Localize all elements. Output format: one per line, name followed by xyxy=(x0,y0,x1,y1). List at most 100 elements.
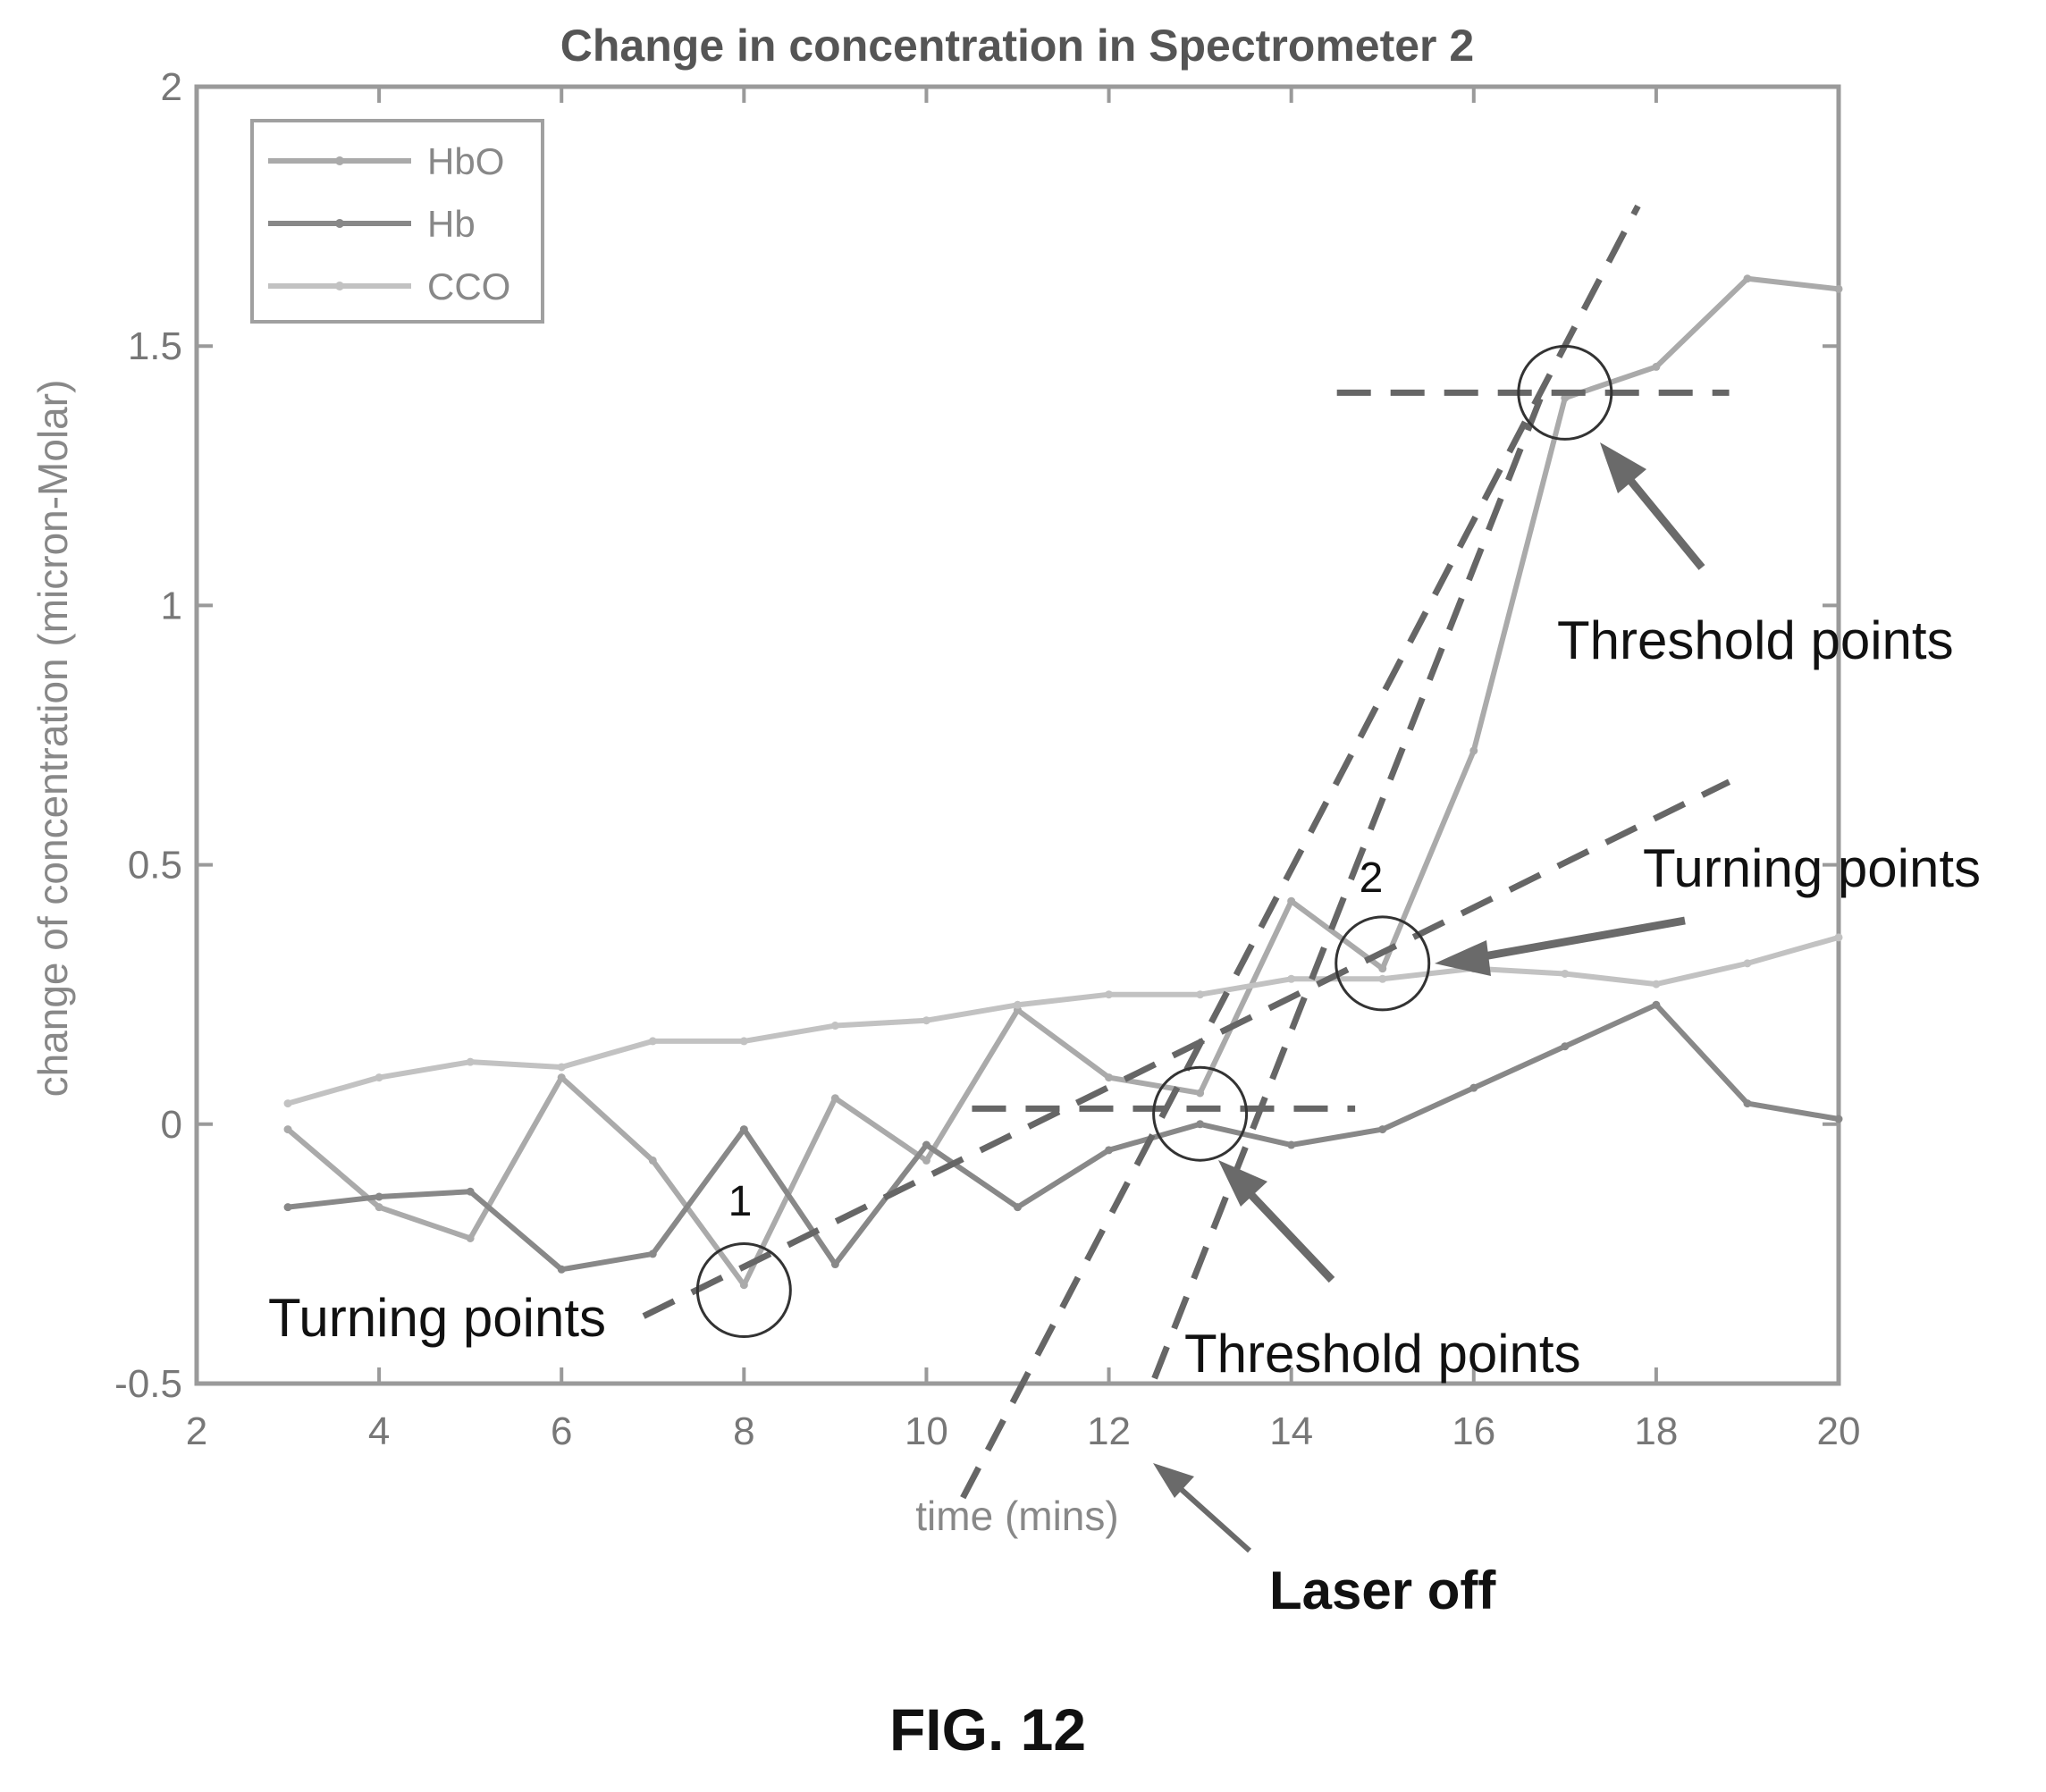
legend-label-hbo: HbO xyxy=(427,140,504,182)
arrow-laser-off xyxy=(1153,1463,1252,1553)
figure-caption: FIG. 12 xyxy=(889,1696,1086,1763)
x-tick-label: 18 xyxy=(1634,1409,1678,1453)
label-laser-off: Laser off xyxy=(1269,1561,1496,1620)
point-cco xyxy=(466,1057,475,1066)
circle-threshold-lower xyxy=(1152,1065,1249,1162)
arrow-threshold-upper xyxy=(1600,442,1705,570)
annotation-arrows xyxy=(1153,442,1705,1553)
circle-threshold-upper xyxy=(1517,344,1613,441)
x-tick-label: 8 xyxy=(733,1409,754,1453)
y-tick-label: -0.5 xyxy=(114,1362,182,1406)
y-tick-label: 0.5 xyxy=(128,844,182,888)
arrow-threshold-lower xyxy=(1218,1160,1335,1283)
point-hb xyxy=(283,1203,292,1212)
point-hbo xyxy=(830,1094,839,1103)
marker-1: 1 xyxy=(728,1178,753,1225)
point-hb xyxy=(466,1187,475,1196)
point-hbo xyxy=(922,1156,930,1165)
point-cco xyxy=(830,1022,839,1031)
point-hbo xyxy=(1196,1089,1205,1098)
arrow-turning-2 xyxy=(1435,916,1686,976)
point-hbo xyxy=(557,1073,566,1082)
label-turning-upper: Turning points xyxy=(1643,838,1981,898)
point-cco xyxy=(1652,980,1661,989)
x-tick-label: 4 xyxy=(368,1409,390,1453)
point-hb xyxy=(557,1265,566,1274)
point-hb xyxy=(1014,1203,1022,1212)
point-hb xyxy=(1652,1000,1661,1009)
point-hb xyxy=(830,1260,839,1269)
annotation-circles xyxy=(695,344,1613,1339)
point-cco xyxy=(1378,974,1387,983)
point-hbo xyxy=(739,1281,748,1290)
dashed-steep-short xyxy=(1151,381,1550,1380)
point-cco xyxy=(375,1073,383,1082)
point-hbo xyxy=(1469,746,1478,755)
point-cco xyxy=(1834,933,1843,942)
point-cco xyxy=(1196,990,1205,999)
point-hb xyxy=(739,1125,748,1134)
point-cco xyxy=(648,1037,657,1046)
point-cco xyxy=(1014,1000,1022,1009)
point-hbo xyxy=(1287,896,1296,905)
point-cco xyxy=(1743,959,1752,968)
x-tick-label: 16 xyxy=(1452,1409,1495,1453)
x-tick-label: 10 xyxy=(905,1409,948,1453)
x-tick-label: 12 xyxy=(1087,1409,1131,1453)
x-tick-label: 6 xyxy=(551,1409,572,1453)
point-cco xyxy=(1561,969,1570,978)
point-hb xyxy=(1469,1083,1478,1092)
legend-marker-cco xyxy=(335,282,344,290)
point-cco xyxy=(1105,990,1114,999)
y-tick-label: 1 xyxy=(161,584,182,627)
point-cco xyxy=(739,1037,748,1046)
point-hb xyxy=(1834,1115,1843,1123)
plot-frame xyxy=(194,84,1841,1386)
legend: HbO Hb CCO xyxy=(250,119,544,324)
label-threshold-upper: Threshold points xyxy=(1557,610,1954,670)
point-hb xyxy=(1561,1042,1570,1051)
dashed-steep-long xyxy=(960,204,1641,1500)
y-tick-label: 0 xyxy=(161,1103,182,1147)
y-axis-ticks: -0.5 0 0.5 1 1.5 2 xyxy=(114,65,1839,1406)
legend-label-hb: Hb xyxy=(427,203,476,245)
label-turning-lower: Turning points xyxy=(268,1288,606,1348)
legend-marker-hbo xyxy=(335,156,344,165)
point-hb xyxy=(1287,1140,1296,1149)
point-hb xyxy=(1743,1099,1752,1108)
point-hbo xyxy=(1561,393,1570,402)
series-line-hb xyxy=(287,1002,1840,1273)
point-cco xyxy=(1287,974,1296,983)
chart-title: Change in concentration in Spectrometer … xyxy=(560,21,1474,71)
x-tick-label: 2 xyxy=(186,1409,207,1453)
x-axis-ticks: 2 4 6 8 10 12 14 16 18 20 xyxy=(186,87,1861,1453)
series-line-hbo xyxy=(286,275,1840,1288)
x-tick-label: 20 xyxy=(1817,1409,1861,1453)
y-axis-label: change of concentration (micron-Molar) xyxy=(29,380,76,1098)
point-cco xyxy=(557,1063,566,1072)
point-hb xyxy=(648,1249,657,1258)
point-hbo xyxy=(466,1233,475,1242)
point-hbo xyxy=(648,1156,657,1165)
point-cco xyxy=(922,1016,930,1025)
legend-marker-hb xyxy=(335,219,344,228)
point-hb xyxy=(1196,1120,1205,1129)
point-hbo xyxy=(283,1125,292,1134)
dashed-turning-line xyxy=(642,778,1731,1319)
point-hbo xyxy=(375,1203,383,1212)
series-line-cco xyxy=(287,934,1840,1106)
x-tick-label: 14 xyxy=(1269,1409,1313,1453)
circle-turning-2 xyxy=(1335,915,1431,1012)
point-hb xyxy=(1378,1125,1387,1134)
marker-2: 2 xyxy=(1360,854,1384,902)
annotation-lines xyxy=(642,204,1731,1500)
point-hb xyxy=(922,1140,930,1149)
label-threshold-lower: Threshold points xyxy=(1184,1324,1581,1384)
point-hbo xyxy=(1743,274,1752,283)
point-hb xyxy=(375,1192,383,1201)
data-series xyxy=(283,274,1843,1290)
legend-label-cco: CCO xyxy=(427,265,510,307)
point-hbo xyxy=(1378,964,1387,973)
legend-items: HbO Hb CCO xyxy=(268,140,510,307)
